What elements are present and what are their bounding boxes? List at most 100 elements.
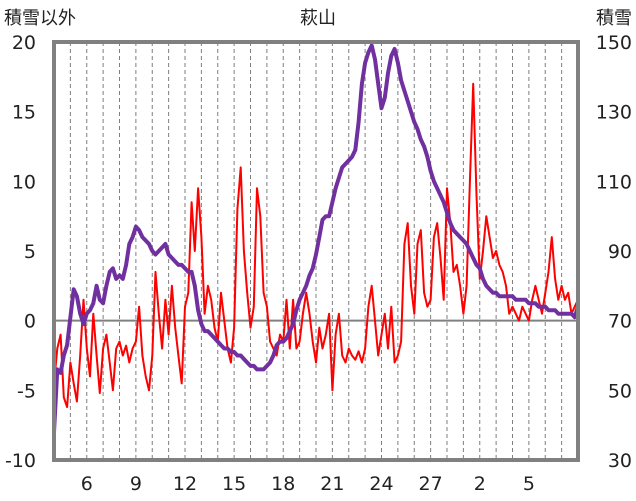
snow-point [370,44,373,47]
temperature-point [397,354,399,357]
temperature-point [315,361,317,364]
right-tick-label: 50 [608,380,632,402]
snow-point [537,305,540,308]
temperature-point [92,313,94,315]
snow-point [279,340,281,343]
snow-point [259,368,262,371]
snow-point [154,253,157,256]
temperature-point [276,354,278,357]
temperature-point [236,208,238,210]
snow-point [498,295,501,298]
temperature-point [538,299,540,301]
temperature-point [312,340,314,343]
snow-point [289,330,291,332]
snow-point [347,159,350,162]
snow-point [121,278,124,280]
snow-point [429,170,432,172]
temperature-point [279,334,281,336]
temperature-point [321,347,324,350]
temperature-point [384,313,386,315]
snow-point [99,298,101,301]
temperature-point [482,250,484,252]
snow-point [426,156,429,158]
temperature-point [109,361,111,364]
snow-point [112,267,114,270]
snow-point [89,309,91,312]
snow-point [423,145,425,148]
temperature-point [135,340,137,343]
snow-point [416,128,419,130]
snow-point [364,62,366,64]
temperature-point [534,285,537,287]
snow-point [72,288,75,291]
x-tick-label: 6 [81,473,93,495]
temperature-point [266,306,268,308]
snow-point [282,340,285,343]
temperature-point [243,250,245,252]
temperature-point [253,306,255,308]
snow-point [85,312,88,315]
snow-point [262,368,265,371]
snow-point [56,368,59,371]
x-tick-label: 12 [173,473,197,495]
temperature-point [567,292,569,294]
temperature-point [446,187,448,189]
temperature-point [469,180,471,182]
temperature-point [289,347,291,350]
snow-point [226,347,229,350]
snow-point [298,298,301,301]
snow-point [377,83,380,85]
temperature-point [233,327,235,329]
temperature-point [452,271,455,273]
temperature-point [423,292,425,294]
x-tick-label: 18 [271,473,295,495]
temperature-point [168,334,170,336]
snow-point [433,180,435,183]
snow-point [478,267,481,270]
temperature-point [436,222,438,224]
temperature-point [511,306,514,308]
x-tick-label: 24 [369,473,393,495]
temperature-point [348,347,350,350]
snow-point [557,312,560,315]
temperature-point [56,347,58,350]
snow-point [243,358,245,360]
snow-point [501,295,504,298]
temperature-point [456,264,458,266]
temperature-point [439,257,442,259]
temperature-point [213,327,216,329]
temperature-point [145,375,147,377]
temperature-point [197,187,199,189]
snow-point [354,149,357,151]
temperature-point [564,299,566,301]
temperature-point [223,320,225,322]
snow-point [518,298,520,301]
left-axis: 20 15 10 5 0 -5 -10 [5,32,36,472]
temperature-point [518,320,520,322]
snow-point [266,365,268,367]
snow-point [390,55,393,57]
x-axis: 6 9 12 15 18 21 24 27 2 5 [81,473,535,495]
temperature-point [367,306,369,308]
temperature-point [515,313,517,315]
temperature-point [351,354,353,357]
snow-point [406,100,409,103]
snow-point [311,267,314,270]
snow-point [554,309,556,312]
left-axis-header: 積雪以外 [4,8,76,29]
snow-point [148,243,150,245]
temperature-point [158,313,160,315]
temperature-point [335,334,337,336]
snow-point [573,316,576,318]
snow-point [488,288,491,291]
temperature-point [498,264,500,266]
temperature-point [240,166,242,168]
temperature-point [220,292,222,294]
snow-point [472,257,475,259]
temperature-point [492,257,494,259]
temperature-point [508,313,510,315]
snow-point [446,211,448,214]
snow-point [292,323,294,325]
snow-point [531,302,533,305]
temperature-point [325,334,327,336]
